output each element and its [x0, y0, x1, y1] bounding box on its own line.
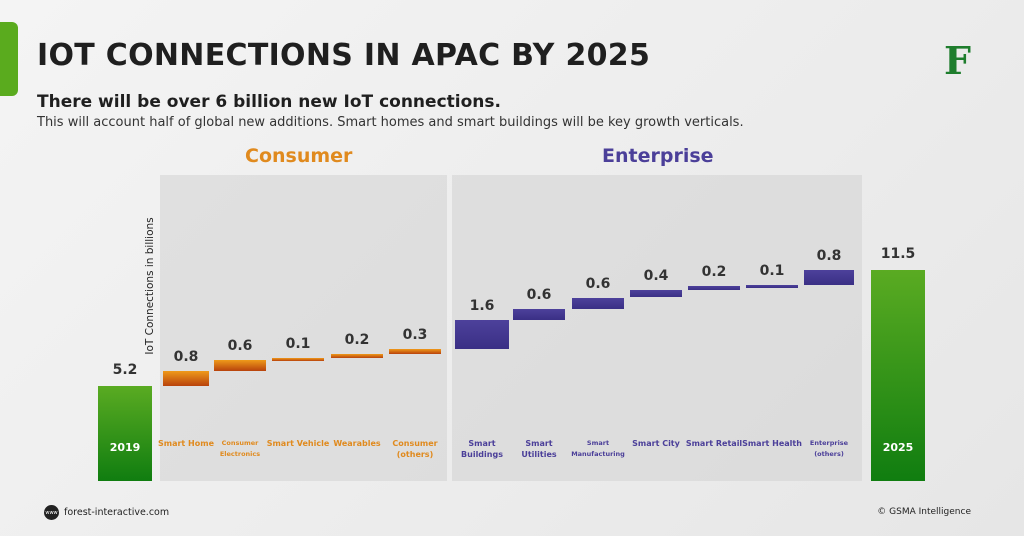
category-label-3: Wearables — [333, 439, 381, 448]
start-category-label: 2019 — [109, 441, 141, 454]
category-label-11: Enterprise (others) — [809, 439, 849, 458]
enterprise-panel — [452, 175, 862, 481]
value-label-8: 0.4 — [643, 268, 669, 285]
globe-icon: www — [44, 505, 59, 520]
category-label-1: Consumer Electronics — [219, 439, 261, 458]
value-label-4: 0.3 — [402, 326, 428, 343]
category-label-6: Smart Utilities — [521, 439, 557, 459]
value-label-1: 0.6 — [227, 337, 253, 354]
category-label-9: Smart Retail — [685, 439, 743, 448]
bar-6 — [513, 308, 565, 320]
bar-3 — [331, 354, 383, 359]
bar-10 — [746, 284, 798, 288]
group-label-consumer: Consumer — [245, 145, 353, 167]
source-credit: © GSMA Intelligence — [877, 507, 971, 517]
subtitle: There will be over 6 billion new IoT con… — [37, 92, 501, 112]
category-label-8: Smart City — [632, 439, 680, 448]
bar-5 — [455, 319, 509, 349]
bar-0 — [163, 370, 209, 386]
category-label-5: Smart Buildings — [461, 439, 503, 459]
bar-2 — [272, 358, 324, 362]
category-label-4: Consumer (others) — [392, 439, 438, 459]
bar-1 — [214, 359, 266, 371]
category-label-10: Smart Health — [742, 439, 802, 448]
value-label-5: 1.6 — [469, 297, 495, 314]
value-label-3: 0.2 — [344, 332, 370, 349]
value-label-0: 0.8 — [173, 348, 199, 365]
category-label-2: Smart Vehicle — [266, 439, 330, 448]
category-label-0: Smart Home — [157, 439, 214, 448]
website-link[interactable]: www forest-interactive.com — [44, 505, 169, 520]
end-category-label: 2025 — [882, 441, 914, 454]
value-label-7: 0.6 — [585, 275, 611, 292]
end-value-label: 11.5 — [880, 245, 916, 262]
bar-11 — [804, 269, 854, 285]
page-title: IOT CONNECTIONS IN APAC BY 2025 — [37, 38, 651, 73]
accent-bar — [0, 22, 18, 96]
value-label-2: 0.1 — [285, 336, 311, 353]
group-label-enterprise: Enterprise — [602, 145, 714, 167]
consumer-panel — [160, 175, 447, 481]
end-bar — [871, 269, 925, 481]
value-label-11: 0.8 — [816, 247, 842, 264]
value-label-6: 0.6 — [526, 286, 552, 303]
bar-4 — [389, 348, 441, 355]
start-bar — [98, 385, 152, 481]
bar-8 — [630, 290, 682, 298]
value-label-10: 0.1 — [759, 262, 785, 279]
value-label-9: 0.2 — [701, 264, 727, 281]
website-text: forest-interactive.com — [64, 507, 170, 518]
forest-logo: F — [944, 38, 971, 83]
bar-9 — [688, 286, 740, 291]
description: This will account half of global new add… — [37, 115, 744, 130]
category-label-7: Smart Manufacturing — [571, 439, 625, 458]
start-value-label: 5.2 — [112, 361, 138, 378]
bar-7 — [572, 297, 624, 309]
